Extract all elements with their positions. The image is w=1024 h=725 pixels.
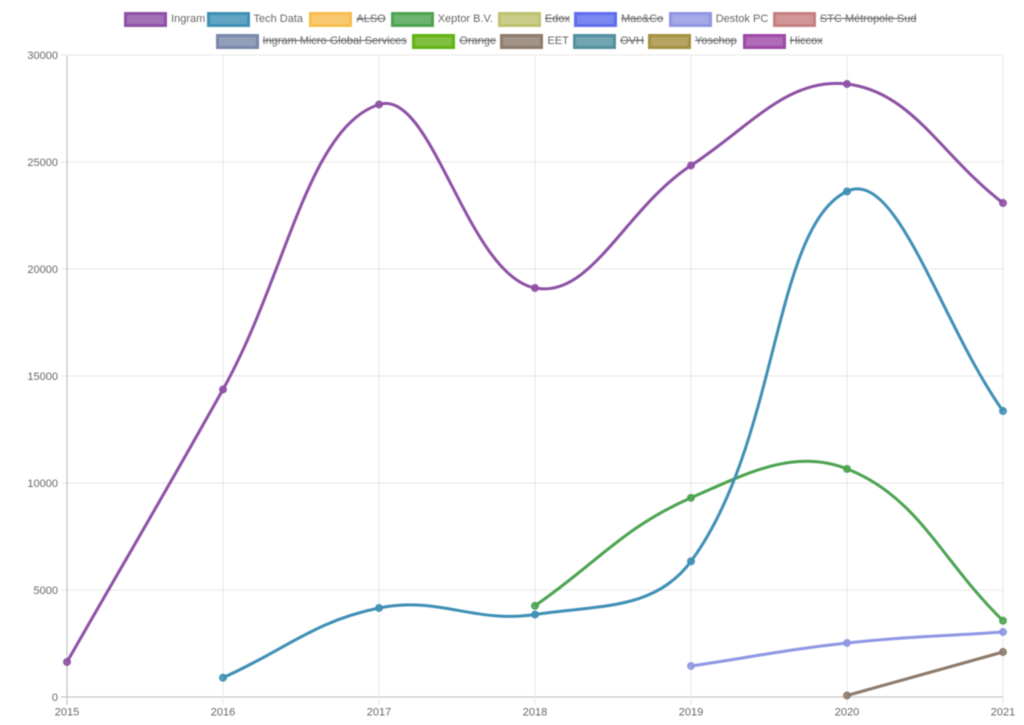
svg-text:2015: 2015 (55, 707, 79, 719)
svg-text:2016: 2016 (211, 707, 235, 719)
svg-text:20000: 20000 (27, 264, 58, 276)
svg-text:2019: 2019 (679, 707, 703, 719)
svg-text:2018: 2018 (523, 707, 547, 719)
svg-text:25000: 25000 (27, 157, 58, 169)
svg-text:15000: 15000 (27, 371, 58, 383)
svg-text:2017: 2017 (367, 707, 391, 719)
svg-text:5000: 5000 (34, 585, 58, 597)
svg-text:10000: 10000 (27, 478, 58, 490)
svg-text:2021: 2021 (991, 707, 1015, 719)
svg-text:30000: 30000 (27, 50, 58, 62)
svg-text:0: 0 (52, 692, 58, 704)
svg-text:2020: 2020 (835, 707, 859, 719)
